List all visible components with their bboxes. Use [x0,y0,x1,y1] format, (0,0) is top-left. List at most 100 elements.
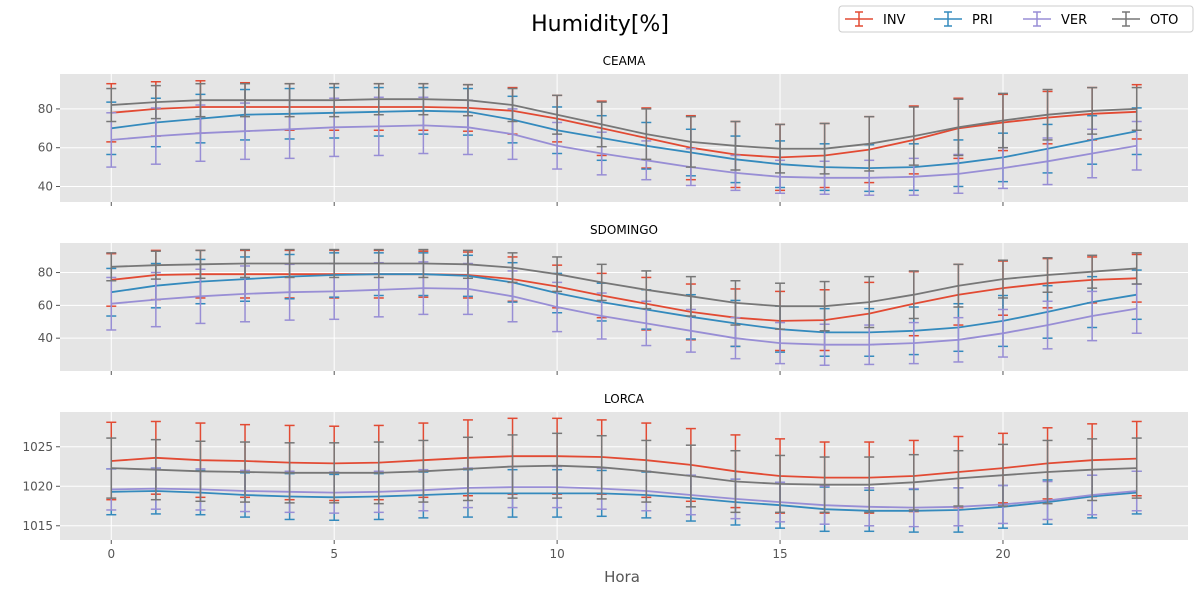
series-line [111,262,1137,308]
error-bar [1042,300,1053,350]
series-line [111,464,1137,486]
series-line [111,287,1137,346]
error-bar [1131,86,1142,131]
error-bar [997,308,1008,358]
error-bar [685,444,696,508]
error-bar [908,321,919,365]
error-bar [953,263,964,308]
error-bar [775,282,786,330]
legend-label: VER [1061,13,1087,28]
error-bar [685,275,696,317]
error-bar [552,432,563,499]
error-bar [106,87,117,123]
error-bar [284,248,295,279]
error-bar [997,443,1008,507]
error-bar [106,437,117,499]
error-bar [997,259,1008,299]
series-line [111,98,1137,150]
error-bar [507,87,518,123]
error-bar [730,449,741,514]
error-bar [819,456,830,514]
error-bar [864,456,875,514]
legend-label: PRI [972,13,993,28]
error-bar [329,442,340,504]
error-bar [373,441,384,505]
error-bar [953,449,964,507]
error-bar [1131,252,1142,285]
x-tick-label: 20 [995,547,1010,561]
series-line [111,106,1137,159]
error-bar [1042,257,1053,293]
error-bar [284,82,295,118]
error-bar [240,248,251,279]
legend-label: OTO [1150,13,1178,28]
panel-title: SDOMINGO [590,223,658,237]
error-bar [195,249,206,280]
series-line [111,490,1137,512]
error-bar [641,108,652,161]
y-tick-label: 1025 [22,440,53,454]
panel-ceama: 40 60 80 CEAMA [38,54,1188,206]
legend-entry-pri: PRI [934,11,993,28]
y-tick-label: 60 [38,298,53,312]
y-tick-label: 40 [38,179,53,193]
error-bar [819,280,830,332]
error-bar [1087,254,1098,289]
legend: INV PRI VER OTO [838,5,1194,33]
series-oto [106,82,1142,175]
error-bar [507,434,518,499]
error-bar [730,279,741,326]
error-bar [775,123,786,174]
x-tick-label: 0 [107,547,115,561]
x-tick-label: 5 [330,547,338,561]
error-bar [641,439,652,503]
error-bar [418,439,429,503]
legend-entry-ver: VER [1023,11,1087,28]
error-bar [552,256,563,293]
series-line [111,486,1137,509]
y-tick-label: 80 [38,102,53,116]
legend-entry-oto: OTO [1112,11,1178,28]
series-oto [106,248,1142,332]
series-line [111,109,1137,170]
error-bar [150,84,161,120]
plot-area [60,74,1188,202]
error-bar [685,115,696,168]
y-tick-label: 60 [38,141,53,155]
y-tick-label: 1015 [22,519,53,533]
series-line [111,124,1137,179]
error-bar [953,316,964,363]
error-bar [953,98,964,157]
error-bar [150,438,161,501]
error-bar [1087,438,1098,502]
error-bar [864,115,875,172]
error-bar [240,441,251,503]
error-bar [596,101,607,148]
error-bar [284,442,295,504]
x-axis-label: Hora [604,568,640,586]
error-bar [1042,88,1053,141]
error-bar [641,270,652,310]
error-bar [1131,437,1142,499]
error-bar [1042,439,1053,505]
error-bar [462,436,473,502]
error-bar [552,94,563,135]
error-bar [195,440,206,503]
y-tick-label: 80 [38,266,53,280]
legend-frame [838,5,1194,33]
error-bar [106,252,117,282]
error-bar [507,252,518,284]
panel-sdomingo: 40 60 80 SDOMINGO [38,223,1188,375]
y-tick-label: 1020 [22,479,53,493]
series-line [111,273,1137,334]
error-bar [418,82,429,116]
plot-area [60,243,1188,371]
error-bar [329,82,340,118]
error-bar [373,82,384,116]
series-oto [106,432,1142,514]
error-bar [329,248,340,279]
x-tick-label: 10 [549,547,564,561]
series-line [111,455,1137,479]
